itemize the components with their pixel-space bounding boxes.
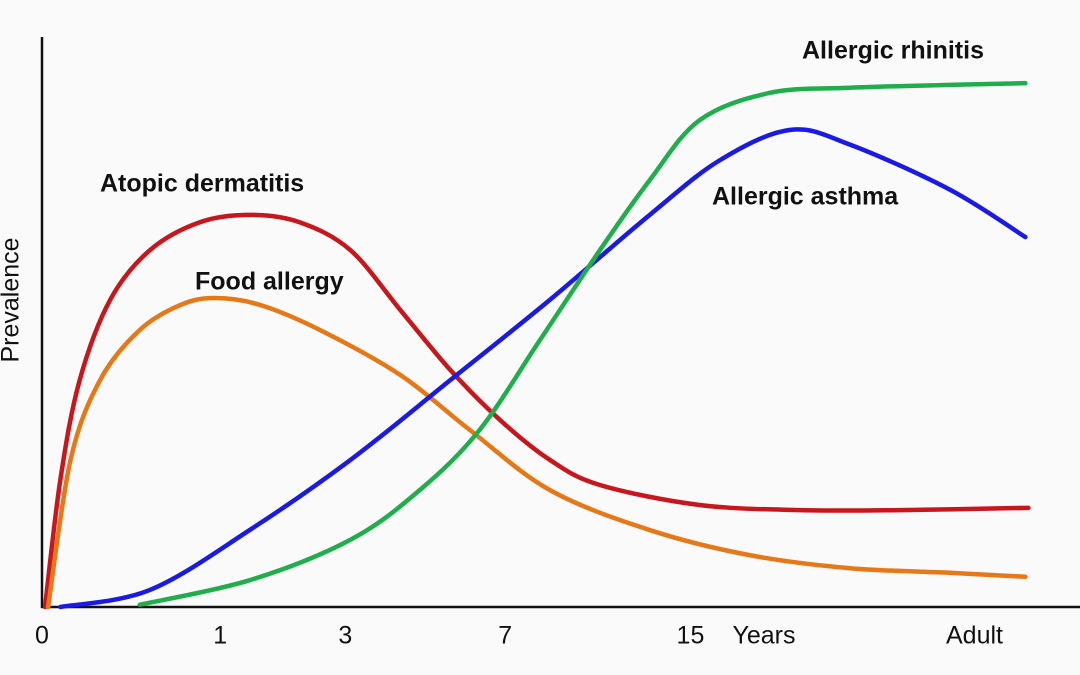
series-line bbox=[42, 212, 1031, 610]
series-line bbox=[137, 80, 1028, 607]
series-label: Allergic rhinitis bbox=[802, 37, 984, 65]
series-label: Atopic dermatitis bbox=[100, 170, 304, 198]
x-tick-label: Adult bbox=[946, 622, 1003, 650]
x-axis-label: Years bbox=[732, 622, 795, 650]
x-tick-label: 0 bbox=[35, 622, 49, 650]
x-tick-label: 1 bbox=[213, 622, 227, 650]
series-label: Food allergy bbox=[195, 268, 344, 296]
x-tick-label: 7 bbox=[498, 622, 512, 650]
series-line bbox=[58, 127, 1028, 610]
x-tick-label: 15 bbox=[677, 622, 705, 650]
x-tick-label: 3 bbox=[338, 622, 352, 650]
series-label: Allergic asthma bbox=[712, 183, 899, 211]
series-line bbox=[45, 295, 1028, 610]
y-axis-label: Prevalence bbox=[0, 237, 25, 362]
